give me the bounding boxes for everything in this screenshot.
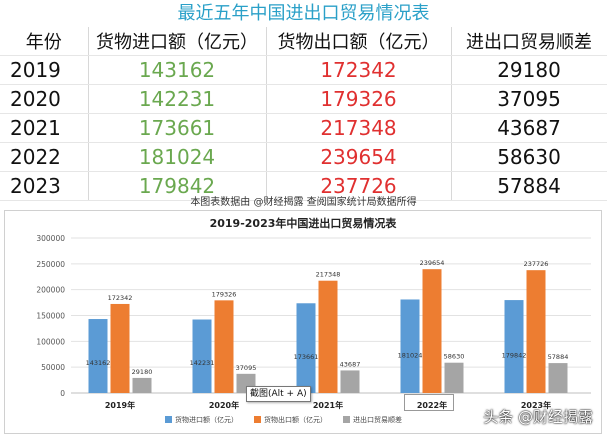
cell-balance: 58630 xyxy=(451,142,607,172)
header-year: 年份 xyxy=(0,27,89,56)
cell-import: 173661 xyxy=(88,113,267,143)
legend-swatch xyxy=(254,416,261,423)
x-tick-label: 2019年 xyxy=(105,400,135,410)
table-row: 2021 173661 217348 43687 xyxy=(0,113,607,143)
bar xyxy=(296,303,316,393)
bar xyxy=(132,377,152,393)
bar xyxy=(214,300,234,393)
trade-table-section: 最近五年中国进出口贸易情况表 年份 货物进口额（亿元） 货物出口额（亿元） 进出… xyxy=(0,0,607,201)
cell-year: 2019 xyxy=(0,55,89,85)
screenshot-tooltip: 截图(Alt + A) xyxy=(246,386,311,402)
data-label: 58630 xyxy=(444,353,465,361)
data-label: 179842 xyxy=(502,352,527,360)
cell-export: 237726 xyxy=(266,171,452,201)
bar xyxy=(192,319,212,393)
data-label: 172342 xyxy=(108,294,133,302)
data-label: 181024 xyxy=(398,351,423,359)
cell-import: 181024 xyxy=(88,142,267,172)
data-label: 173661 xyxy=(294,353,319,361)
y-tick-label: 250000 xyxy=(36,260,65,269)
y-tick-label: 100000 xyxy=(36,337,65,346)
header-balance: 进出口贸易顺差 xyxy=(451,27,607,56)
cell-year: 2021 xyxy=(0,113,89,143)
bar xyxy=(526,270,546,393)
cell-balance: 37095 xyxy=(451,84,607,114)
data-label: 239654 xyxy=(420,259,445,267)
table-row: 2023 179842 237726 57884 xyxy=(0,171,607,201)
bar xyxy=(110,303,130,393)
bar xyxy=(444,362,464,393)
data-source-caption: 本图表数据由 @财经揭露 查阅国家统计局数据所得 xyxy=(190,197,417,208)
cell-export: 217348 xyxy=(266,113,452,143)
cell-year: 2023 xyxy=(0,171,89,201)
y-tick-label: 200000 xyxy=(36,286,65,295)
data-label: 142231 xyxy=(190,359,215,367)
cell-balance: 29180 xyxy=(451,55,607,85)
cell-export: 172342 xyxy=(266,55,452,85)
cell-balance: 57884 xyxy=(451,171,607,201)
cell-import: 179842 xyxy=(88,171,267,201)
data-label: 37095 xyxy=(236,364,257,372)
trade-bar-chart: 2019-2023年中国进出口贸易情况表 0 50000 100000 150000 20… xyxy=(36,216,591,424)
bar xyxy=(504,300,524,393)
cell-export: 179326 xyxy=(266,84,452,114)
x-tick-label: 2021年 xyxy=(313,400,343,410)
header-import: 货物进口额（亿元） xyxy=(88,27,267,56)
bar xyxy=(548,363,568,393)
x-tick-label: 2022年 xyxy=(417,400,447,410)
legend-swatch xyxy=(343,416,350,423)
cell-import: 142231 xyxy=(88,84,267,114)
cell-year: 2020 xyxy=(0,84,89,114)
selection-highlight-box xyxy=(404,394,454,411)
y-tick-label: 300000 xyxy=(36,234,65,243)
x-tick-label: 2020年 xyxy=(209,400,239,410)
cell-balance: 43687 xyxy=(451,113,607,143)
x-tick-label: 2023年 xyxy=(521,400,551,410)
trade-table: 年份 货物进口额（亿元） 货物出口额（亿元） 进出口贸易顺差 2019 1431… xyxy=(0,27,607,201)
cell-export: 239654 xyxy=(266,142,452,172)
table-row: 2019 143162 172342 29180 xyxy=(0,55,607,85)
legend-swatch xyxy=(165,416,172,423)
table-row: 2022 181024 239654 58630 xyxy=(0,142,607,172)
data-label: 29180 xyxy=(132,368,153,376)
data-label: 43687 xyxy=(340,360,361,368)
bar xyxy=(318,280,338,393)
cell-import: 143162 xyxy=(88,55,267,85)
bar xyxy=(400,299,420,393)
legend-entry: 进出口贸易顺差 xyxy=(353,415,402,424)
watermark: 头条 @财经揭露 xyxy=(483,408,593,426)
data-label: 143162 xyxy=(86,359,111,367)
legend-entry: 货物出口额（亿元） xyxy=(264,415,327,424)
header-export: 货物出口额（亿元） xyxy=(266,27,452,56)
bar xyxy=(88,319,108,393)
cell-year: 2022 xyxy=(0,142,89,172)
data-label: 57884 xyxy=(548,353,569,361)
legend-entry: 货物进口额（亿元） xyxy=(175,415,238,424)
bar xyxy=(340,370,360,393)
y-tick-label: 50000 xyxy=(41,363,65,372)
data-label: 237726 xyxy=(524,260,549,268)
bar xyxy=(422,269,442,393)
data-label: 179326 xyxy=(212,290,237,298)
chart-title: 2019-2023年中国进出口贸易情况表 xyxy=(210,216,398,230)
y-tick-label: 150000 xyxy=(36,312,65,321)
y-tick-label: 0 xyxy=(60,389,65,398)
table-header-row: 年份 货物进口额（亿元） 货物出口额（亿元） 进出口贸易顺差 xyxy=(0,27,607,56)
table-row: 2020 142231 179326 37095 xyxy=(0,84,607,114)
table-title: 最近五年中国进出口贸易情况表 xyxy=(177,3,430,24)
data-label: 217348 xyxy=(316,271,341,279)
chart-panel: 2019-2023年中国进出口贸易情况表 0 50000 100000 150000 20… xyxy=(4,210,602,434)
